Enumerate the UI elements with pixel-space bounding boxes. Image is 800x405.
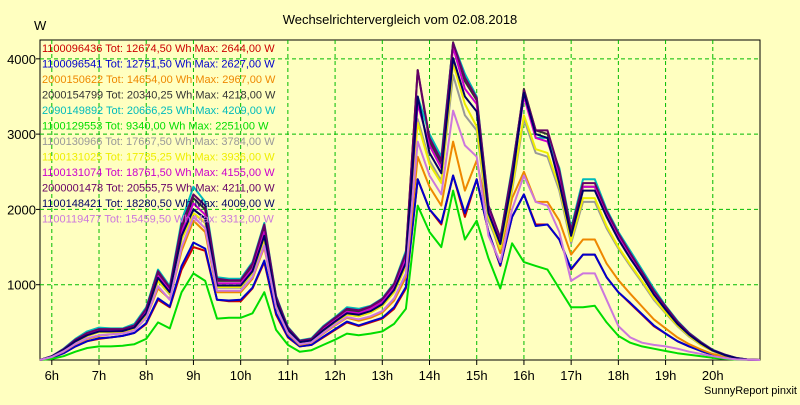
series-line-12: [39, 109, 761, 361]
series-line-8: [39, 62, 761, 361]
chart-title: Wechselrichtervergleich vom 02.08.2018: [283, 12, 518, 27]
x-tick-label: 20h: [702, 368, 724, 383]
x-tick-label: 13h: [371, 368, 393, 383]
legend-entry: 1100131074 Tot: 18761,50 Wh Max: 4155,00…: [42, 167, 275, 179]
x-tick-label: 17h: [560, 368, 582, 383]
x-tick-label: 10h: [230, 368, 252, 383]
x-tick-label: 8h: [139, 368, 153, 383]
legend-entry: 2090149892 Tot: 20666,25 Wh Max: 4209,00…: [42, 105, 276, 117]
legend-entry: 1100119477 Tot: 15459,50 Wh Max: 3312,00…: [42, 214, 274, 226]
series-line-3: [39, 140, 761, 361]
x-tick-label: 18h: [608, 368, 630, 383]
series-line-2: [39, 174, 761, 361]
x-tick-label: 11h: [278, 368, 299, 383]
legend-entry: 1100129553 Tot: 9340,00 Wh Max: 2251,00 …: [42, 121, 269, 133]
x-tick-label: 14h: [419, 368, 441, 383]
y-tick-label: 3000: [7, 127, 36, 142]
legend-entry: 2000150622 Tot: 14654,00 Wh Max: 2967,00…: [42, 74, 276, 86]
y-tick-label: 4000: [7, 52, 36, 67]
plot-area: [39, 39, 761, 361]
x-tick-label: 19h: [655, 368, 677, 383]
axis-ticks: 6h 7h 8h 9h 10h 11h 12h 13h 14h 15h 16h 17h 18h 19h 20…: [7, 52, 724, 383]
legend-entry: 1100148421 Tot: 18280,50 Wh Max: 4009,00…: [42, 198, 275, 210]
legend-entry: 1100096436 Tot: 12674,50 Wh Max: 2644,00…: [42, 43, 275, 55]
series-lines: [39, 41, 761, 361]
y-axis-label: W: [34, 18, 47, 33]
y-tick-label: 2000: [7, 202, 36, 217]
legend-entry: 2000001478 Tot: 20555,75 Wh Max: 4211,00…: [42, 183, 275, 195]
x-tick-label: 6h: [45, 368, 59, 383]
x-tick-label: 9h: [186, 368, 200, 383]
x-tick-label: 15h: [466, 368, 488, 383]
series-line-10: [39, 41, 761, 361]
chart-footer: SunnyReport pinxit: [704, 385, 797, 397]
x-tick-label: 16h: [513, 368, 535, 383]
legend-entry: 2000154799 Tot: 20340,25 Wh Max: 4218,00…: [42, 90, 276, 102]
legend-entry: 1100131025 Tot: 17785,25 Wh Max: 3936,00…: [42, 152, 275, 164]
series-line-11: [39, 57, 761, 361]
y-tick-label: 1000: [7, 278, 36, 293]
x-tick-label: 12h: [324, 368, 346, 383]
series-line-6: [39, 189, 761, 361]
legend-entry: 1100130966 Tot: 17667,50 Wh Max: 3784,00…: [42, 136, 275, 148]
legend: 1100096436 Tot: 12674,50 Wh Max: 2644,00…: [42, 43, 276, 226]
x-tick-label: 7h: [92, 368, 106, 383]
legend-entry: 1100096541 Tot: 12751,50 Wh Max: 2627,00…: [42, 59, 275, 71]
